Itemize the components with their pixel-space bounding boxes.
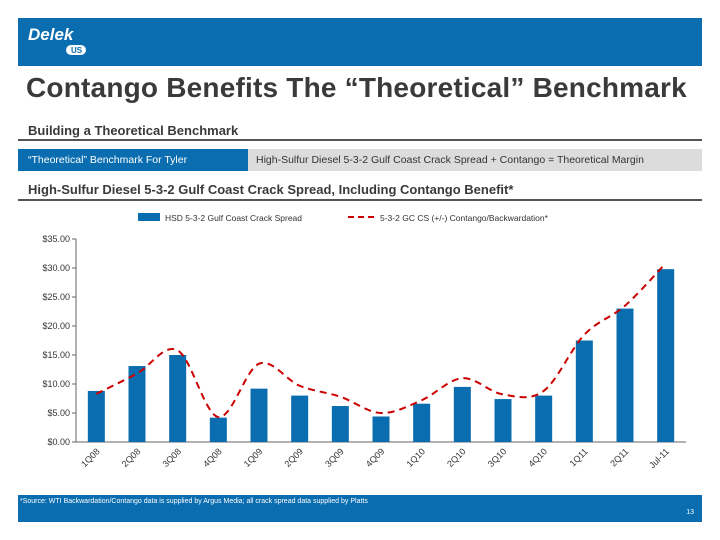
line-point-1Q08 (95, 393, 97, 395)
y-tick-label: $10.00 (42, 379, 70, 389)
svg-text:US: US (71, 46, 83, 55)
header-bar: Delek US (18, 18, 702, 66)
bar-4Q10 (535, 395, 553, 442)
benchmark-row: “Theoretical” Benchmark For Tyler High-S… (18, 149, 702, 171)
line-point-2Q10 (461, 377, 463, 379)
y-tick-label: $25.00 (42, 292, 70, 302)
legend-label-line: 5-3-2 GC CS (+/-) Contango/Backwardation… (380, 213, 549, 223)
section-title-benchmark: Building a Theoretical Benchmark (28, 123, 239, 138)
source-footnote: *Source: WTI Backwardation/Contango data… (20, 498, 368, 505)
bar-2Q11 (616, 308, 634, 442)
slide-title: Contango Benefits The “Theoretical” Benc… (26, 72, 687, 103)
y-tick-label: $30.00 (42, 263, 70, 273)
x-tick-label: 4Q08 (201, 446, 224, 469)
bar-3Q10 (494, 399, 512, 442)
line-point-2Q09 (299, 385, 301, 387)
line-point-4Q10 (543, 390, 545, 392)
line-point-1Q09 (258, 363, 260, 365)
bar-2Q08 (128, 366, 146, 442)
chart-divider (18, 199, 702, 201)
legend-swatch-bar (138, 213, 160, 221)
y-tick-label: $5.00 (47, 408, 70, 418)
line-point-4Q09 (380, 412, 382, 414)
line-point-4Q08 (217, 416, 219, 418)
legend-label-bar: HSD 5-3-2 Gulf Coast Crack Spread (165, 213, 302, 223)
y-tick-label: $15.00 (42, 350, 70, 360)
bar-2Q10 (453, 386, 471, 442)
benchmark-formula: High-Sulfur Diesel 5-3-2 Gulf Coast Crac… (256, 154, 644, 166)
x-tick-label: 1Q08 (79, 446, 102, 469)
bar-1Q10 (413, 403, 431, 442)
page-number: 13 (686, 509, 694, 516)
line-point-Jul-11 (665, 262, 667, 264)
line-point-1Q11 (583, 334, 585, 336)
x-tick-label: 1Q11 (568, 446, 590, 468)
x-tick-label: 4Q10 (526, 446, 549, 469)
benchmark-label: “Theoretical” Benchmark For Tyler (18, 149, 248, 171)
y-tick-label: $20.00 (42, 321, 70, 331)
line-point-3Q10 (502, 393, 504, 395)
svg-text:Delek: Delek (28, 25, 75, 44)
x-tick-label: 2Q09 (282, 446, 305, 469)
x-tick-label: 1Q09 (242, 446, 265, 469)
chart-section-title: High-Sulfur Diesel 5-3-2 Gulf Coast Crac… (28, 182, 514, 197)
line-point-3Q08 (177, 349, 179, 351)
x-tick-label: 3Q09 (323, 446, 346, 469)
x-tick-label: Jul-11 (647, 446, 671, 470)
x-tick-label: 3Q08 (160, 446, 183, 469)
bar-4Q09 (372, 416, 390, 442)
bar-2Q09 (291, 395, 309, 442)
y-tick-label: $35.00 (42, 234, 70, 244)
crack-spread-chart: HSD 5-3-2 Gulf Coast Crack Spread 5-3-2 G… (42, 213, 686, 470)
bar-1Q09 (250, 388, 268, 442)
x-tick-label: 4Q09 (364, 446, 387, 469)
line-point-3Q09 (339, 396, 341, 398)
bar-3Q08 (169, 355, 187, 442)
delek-logo: Delek US (28, 25, 86, 55)
contango-line (95, 262, 667, 419)
x-tick-label: 1Q10 (404, 446, 427, 469)
line-point-2Q08 (136, 373, 138, 375)
x-tick-label: 3Q10 (486, 446, 509, 469)
line-point-1Q10 (421, 399, 423, 401)
bar-Jul-11 (657, 269, 675, 442)
section-divider (18, 139, 702, 141)
bar-3Q09 (331, 406, 349, 442)
x-tick-label: 2Q10 (445, 446, 468, 469)
x-tick-label: 2Q11 (608, 446, 630, 468)
line-point-2Q11 (624, 305, 626, 307)
x-tick-label: 2Q08 (120, 446, 143, 469)
bar-1Q08 (87, 390, 105, 442)
footer-bar: *Source: WTI Backwardation/Contango data… (18, 495, 702, 522)
bar-1Q11 (575, 340, 593, 442)
y-tick-label: $0.00 (47, 437, 70, 447)
bar-4Q08 (209, 417, 227, 442)
